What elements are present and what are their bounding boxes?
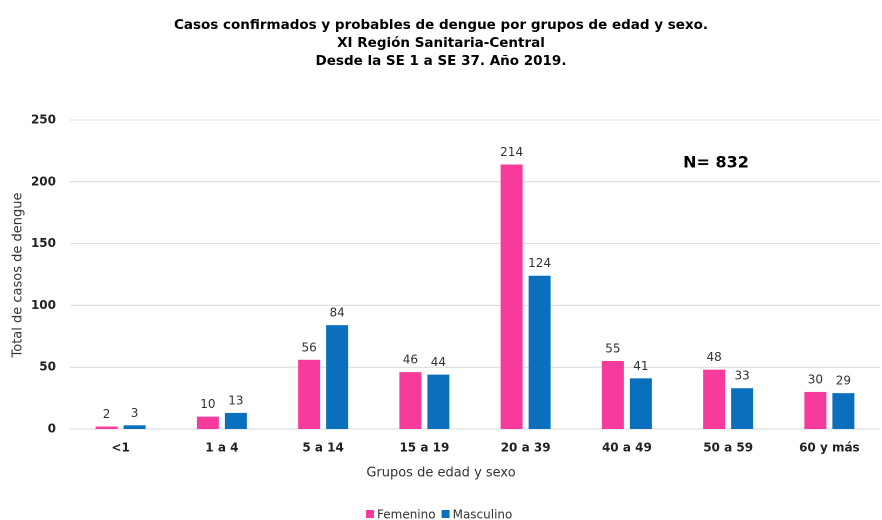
bar xyxy=(703,369,726,429)
bar xyxy=(224,412,247,429)
x-tick-label: 60 y más xyxy=(799,441,860,455)
bar xyxy=(601,361,624,429)
y-tick-label: 250 xyxy=(31,113,56,127)
y-tick-label: 150 xyxy=(31,236,56,250)
value-label: 46 xyxy=(403,353,418,367)
y-tick-label: 50 xyxy=(39,360,56,374)
bar xyxy=(196,416,219,429)
bar xyxy=(399,372,422,429)
bar xyxy=(500,164,523,429)
value-label: 55 xyxy=(605,342,620,356)
y-tick-label: 100 xyxy=(31,298,56,312)
value-label: 30 xyxy=(808,372,823,386)
value-label: 10 xyxy=(200,397,215,411)
bar xyxy=(326,325,349,429)
bar xyxy=(123,425,146,429)
legend-swatch xyxy=(441,510,450,518)
x-tick-label: 20 a 39 xyxy=(501,441,551,455)
bar xyxy=(804,391,827,429)
value-label: 3 xyxy=(131,406,139,420)
legend-label: Masculino xyxy=(453,508,513,520)
value-label: 41 xyxy=(633,359,648,373)
x-tick-label: 5 a 14 xyxy=(302,441,344,455)
bar xyxy=(528,275,551,429)
x-tick-label: 50 a 59 xyxy=(703,441,753,455)
y-axis-label: Total de casos de dengue xyxy=(11,193,26,359)
x-tick-label: 15 a 19 xyxy=(399,441,449,455)
legend-label: Femenino xyxy=(377,508,436,520)
x-tick-label: <1 xyxy=(111,441,129,455)
bar xyxy=(731,388,754,429)
value-label: 84 xyxy=(329,306,344,320)
chart-title: XI Región Sanitaria-Central xyxy=(337,35,545,51)
value-label: 48 xyxy=(706,350,721,364)
y-tick-label: 200 xyxy=(31,174,56,188)
value-label: 214 xyxy=(500,145,523,159)
legend-swatch xyxy=(366,510,374,518)
bar xyxy=(427,374,450,429)
chart-title: Casos confirmados y probables de dengue … xyxy=(174,17,708,33)
value-label: 33 xyxy=(734,369,749,383)
chart-title: Desde la SE 1 a SE 37. Año 2019. xyxy=(316,53,567,69)
y-tick-label: 0 xyxy=(48,422,56,436)
value-label: 56 xyxy=(301,340,316,354)
value-label: 124 xyxy=(528,256,551,270)
value-label: 13 xyxy=(228,393,243,407)
annotation: N= 832 xyxy=(683,153,749,172)
value-label: 2 xyxy=(103,407,111,421)
x-axis-label: Grupos de edad y sexo xyxy=(366,466,515,481)
value-label: 44 xyxy=(431,355,446,369)
x-tick-label: 40 a 49 xyxy=(602,441,652,455)
bar xyxy=(95,426,118,429)
bar xyxy=(298,359,321,429)
x-tick-label: 1 a 4 xyxy=(205,441,238,455)
value-label: 29 xyxy=(836,374,851,388)
bar xyxy=(629,378,652,429)
bar xyxy=(832,393,855,429)
